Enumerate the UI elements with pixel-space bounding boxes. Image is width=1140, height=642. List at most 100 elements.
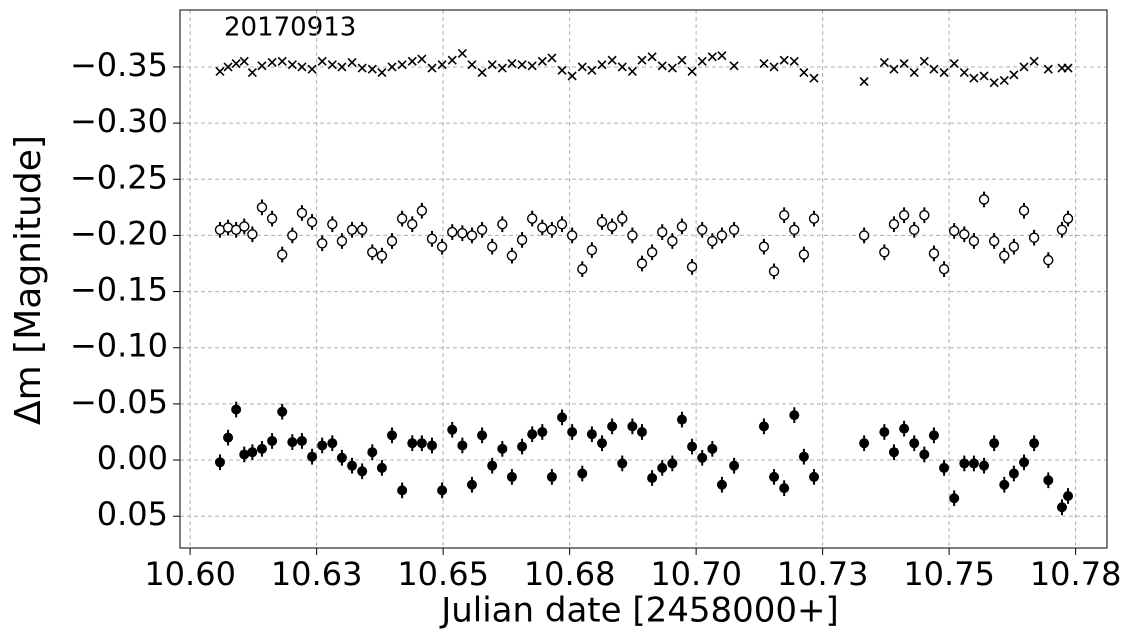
open-marker: [266, 213, 278, 224]
open-marker: [696, 224, 708, 236]
open-marker: [627, 230, 638, 241]
x-tick-label: 10.73: [777, 555, 869, 593]
cross-marker: [647, 52, 657, 62]
cross-marker: [337, 62, 347, 72]
filled-marker: [979, 460, 990, 471]
open-marker: [516, 234, 528, 246]
cross-marker: [397, 60, 407, 70]
filled-marker: [939, 462, 950, 473]
y-axis-label: Δm [Magnitude]: [8, 135, 49, 425]
x-axis-label: Julian date [2458000+]: [439, 591, 839, 631]
cross-marker: [929, 64, 939, 74]
open-marker: [537, 222, 548, 233]
cross-marker: [577, 62, 587, 72]
cross-marker: [607, 55, 617, 65]
open-marker: [566, 230, 578, 241]
open-marker: [327, 218, 338, 230]
open-marker: [296, 207, 308, 219]
filled-marker: [466, 479, 477, 490]
filled-marker: [287, 437, 298, 448]
filled-marker: [888, 447, 899, 458]
open-marker: [447, 226, 458, 238]
open-marker: [898, 210, 910, 221]
filled-marker: [859, 438, 870, 449]
filled-marker: [457, 440, 468, 451]
cross-marker: [597, 60, 607, 70]
open-marker: [636, 258, 648, 269]
open-marker: [716, 230, 728, 241]
filled-marker: [758, 421, 769, 432]
cross-marker: [667, 63, 677, 73]
y-tick-label: −0.10: [70, 327, 168, 365]
y-tick-label: 0.00: [97, 439, 168, 477]
cross-marker: [507, 59, 517, 69]
filled-marker: [407, 438, 418, 449]
cross-marker: [879, 57, 889, 68]
open-marker: [287, 230, 298, 241]
filled-marker: [676, 414, 687, 425]
y-tick-label: −0.05: [70, 383, 168, 421]
open-marker: [586, 244, 598, 256]
cross-marker: [969, 73, 979, 83]
cross-marker: [979, 71, 989, 81]
open-marker: [808, 213, 820, 224]
y-tick-label: −0.30: [70, 102, 168, 140]
open-marker: [948, 225, 960, 237]
open-marker: [959, 229, 970, 240]
x-tick-label: 10.75: [903, 555, 995, 593]
filled-marker: [296, 435, 307, 446]
filled-marker: [397, 485, 408, 496]
filled-marker: [597, 438, 608, 449]
y-tick-label: −0.20: [70, 214, 168, 252]
filled-marker: [1019, 457, 1030, 468]
cross-marker: [477, 67, 487, 78]
open-marker: [476, 224, 488, 236]
open-marker: [728, 224, 740, 236]
cross-marker: [1009, 70, 1019, 80]
open-marker: [457, 227, 468, 239]
cross-marker: [687, 66, 697, 77]
filled-marker: [999, 479, 1010, 490]
filled-marker: [1029, 438, 1040, 449]
cross-marker: [547, 53, 557, 63]
filled-marker: [899, 423, 910, 434]
cross-marker: [223, 62, 233, 72]
cross-marker: [287, 60, 297, 70]
cross-marker: [517, 60, 527, 70]
y-tick-label: −0.35: [70, 46, 168, 84]
filled-marker: [769, 471, 780, 482]
filled-marker: [968, 458, 979, 469]
open-marker: [239, 221, 250, 232]
open-marker: [466, 230, 478, 241]
open-marker: [376, 250, 388, 261]
open-marker: [426, 233, 438, 244]
open-marker: [487, 241, 498, 252]
filled-marker: [989, 438, 1000, 449]
filled-marker: [517, 441, 528, 452]
open-marker: [879, 247, 890, 258]
cross-marker: [215, 66, 225, 77]
open-marker: [909, 224, 920, 236]
filled-marker: [607, 421, 618, 432]
filled-marker: [416, 438, 427, 449]
filled-marker: [617, 458, 628, 469]
filled-marker: [447, 424, 458, 435]
cross-marker: [239, 56, 249, 66]
x-tick-label: 10.63: [271, 555, 363, 593]
filled-marker: [798, 451, 809, 462]
filled-marker: [256, 443, 267, 454]
filled-marker: [1008, 468, 1019, 479]
cross-marker: [799, 67, 809, 78]
filled-marker: [367, 447, 378, 458]
filled-marker: [376, 462, 387, 473]
open-marker: [1056, 224, 1068, 236]
filled-marker: [1056, 502, 1067, 513]
cross-marker: [899, 59, 909, 69]
filled-marker: [557, 412, 568, 423]
filled-marker: [223, 432, 234, 443]
filled-marker: [779, 483, 790, 494]
filled-marker: [647, 473, 658, 484]
filled-marker: [577, 468, 588, 479]
cross-marker: [769, 62, 779, 72]
filled-marker: [879, 426, 890, 437]
